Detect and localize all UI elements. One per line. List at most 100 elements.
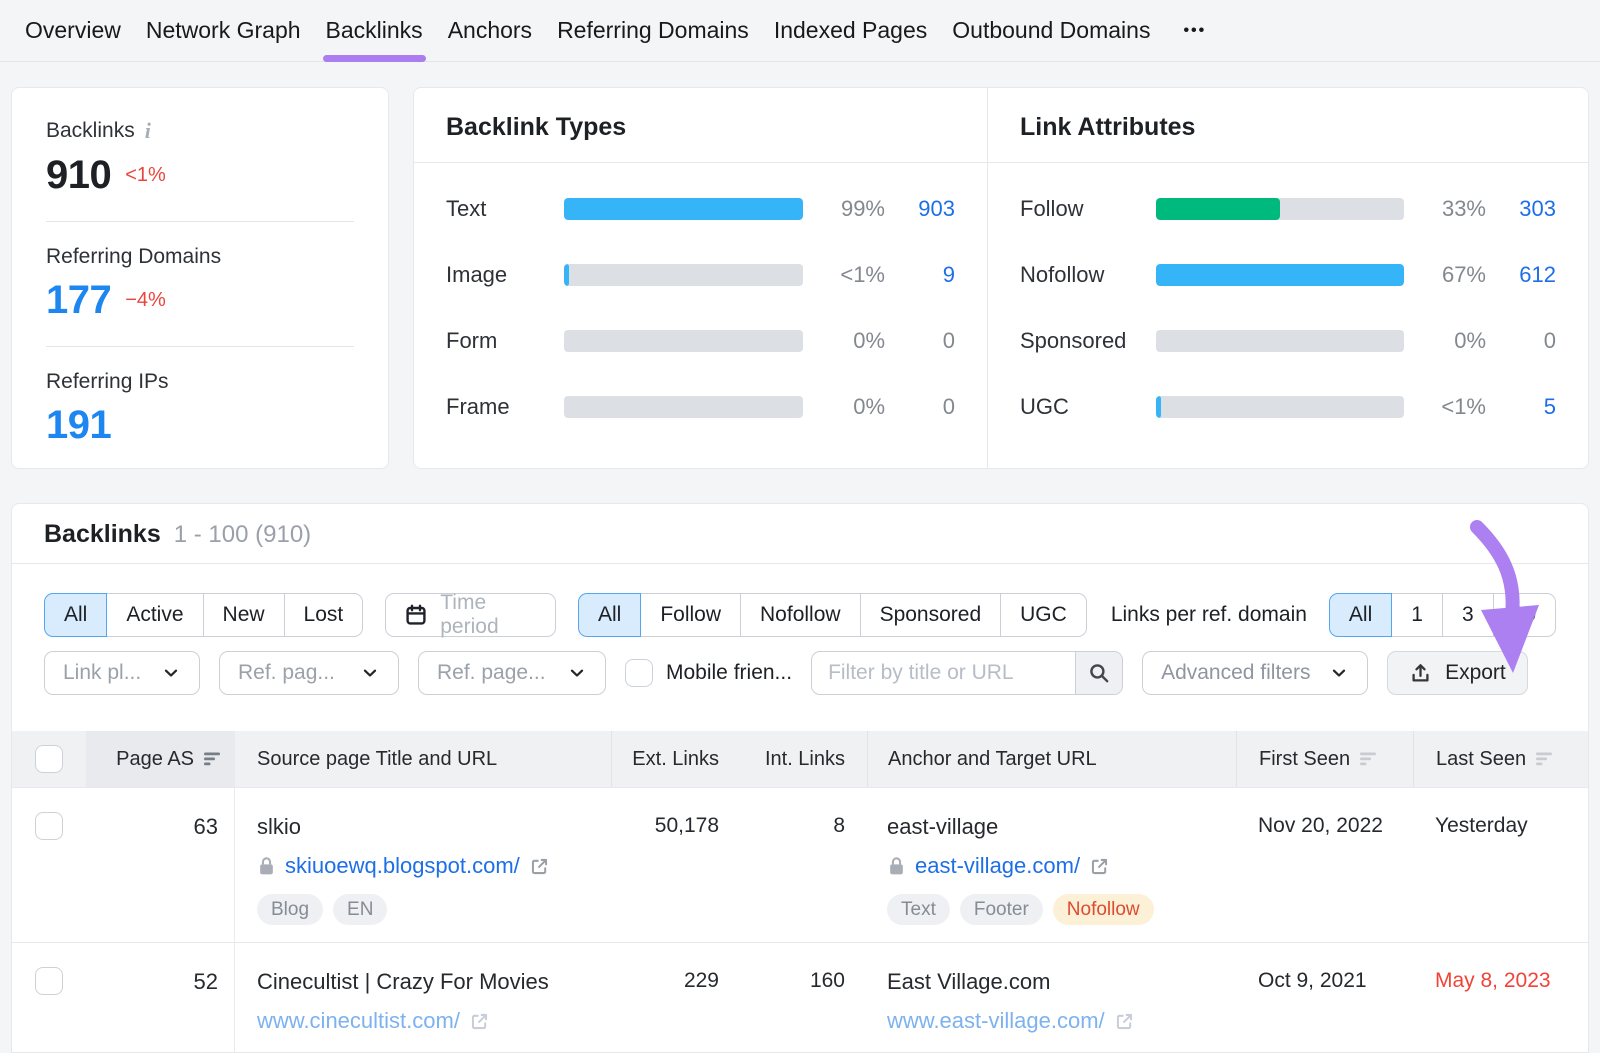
attribute-filter-nofollow[interactable]: Nofollow: [740, 593, 861, 637]
column-header-ext-links: Ext. Links: [611, 731, 727, 787]
bar-label: Follow: [1020, 196, 1084, 221]
link-attributes-panel: Link Attributes Follow 33% 303 Nofollow …: [988, 88, 1588, 468]
source-cell: slkio skiuoewq.blogspot.com/ Bl: [235, 788, 611, 942]
tab-backlinks[interactable]: Backlinks: [322, 0, 426, 62]
bar-track: [564, 264, 803, 286]
status-filter-all[interactable]: All: [44, 593, 108, 637]
advanced-filters-dropdown[interactable]: Advanced filters: [1142, 651, 1369, 695]
search-button[interactable]: [1075, 652, 1123, 694]
attribute-filter-ugc[interactable]: UGC: [1000, 593, 1087, 637]
calendar-icon: [404, 603, 428, 627]
link-attr-row-sponsored: Sponsored 0% 0: [1020, 328, 1556, 354]
tab-indexed-pages[interactable]: Indexed Pages: [773, 17, 928, 43]
status-filter-lost[interactable]: Lost: [283, 593, 364, 637]
ext-links-cell: 50,178: [654, 814, 719, 837]
status-filter-active[interactable]: Active: [106, 593, 204, 637]
ref-page-dropdown-2[interactable]: Ref. page...: [418, 651, 606, 695]
attribute-filter-follow[interactable]: Follow: [640, 593, 742, 637]
mobile-friendly-filter[interactable]: Mobile frien...: [625, 659, 792, 687]
source-url-link[interactable]: www.cinecultist.com/: [257, 1008, 460, 1033]
referring-domains-label-text: Referring Domains: [46, 245, 222, 268]
attribute-filter-all[interactable]: All: [577, 593, 642, 637]
links-per-domain-all[interactable]: All: [1328, 593, 1393, 637]
source-title: slkio: [257, 814, 302, 839]
time-period-button[interactable]: Time period: [385, 591, 556, 638]
column-header-page-as[interactable]: Page AS: [86, 731, 235, 787]
tab-referring-domains[interactable]: Referring Domains: [557, 17, 749, 43]
row-select-cell: [12, 788, 86, 942]
column-header-source: Source page Title and URL: [235, 731, 611, 787]
lock-icon: [257, 855, 276, 877]
title-url-filter: [811, 651, 1124, 695]
bar-percent: 99%: [840, 196, 885, 221]
link-attr-row-ugc: UGC <1% 5: [1020, 394, 1556, 420]
int-links-cell: 8: [833, 814, 845, 837]
bar-count-link[interactable]: 303: [1519, 196, 1556, 221]
bar-count: 0: [942, 328, 955, 353]
referring-ips-count[interactable]: 191: [46, 403, 112, 447]
row-select-cell: [12, 943, 86, 1052]
tab-network-graph[interactable]: Network Graph: [145, 17, 301, 43]
column-header-last-seen[interactable]: Last Seen: [1413, 731, 1588, 787]
referring-ips-metric-label: Referring IPs: [46, 370, 354, 394]
table-row: 63 slkio skiuoewq.blogspot.com/: [12, 787, 1588, 942]
table-row: 52 Cinecultist | Crazy For Movies www.ci…: [12, 942, 1588, 1052]
search-input[interactable]: [812, 652, 1076, 694]
column-label: Anchor and Target URL: [888, 747, 1097, 770]
referring-domains-metric-label: Referring Domains: [46, 245, 354, 269]
sort-icon: [1536, 752, 1553, 766]
bar-label: Image: [446, 262, 508, 287]
referring-domains-count[interactable]: 177: [46, 278, 112, 322]
bar-fill: [1156, 198, 1280, 220]
source-url-link[interactable]: skiuoewq.blogspot.com/: [285, 853, 520, 878]
row-checkbox[interactable]: [35, 967, 63, 995]
export-icon: [1409, 662, 1432, 685]
tab-overview[interactable]: Overview: [25, 17, 121, 43]
last-seen-cell: Yesterday: [1435, 814, 1528, 837]
attribute-filter-sponsored[interactable]: Sponsored: [859, 593, 1002, 637]
search-icon: [1087, 661, 1111, 685]
link-placement-dropdown[interactable]: Link pl...: [44, 651, 200, 695]
external-link-icon[interactable]: [529, 856, 550, 877]
ref-page-label-1: Ref. pag...: [238, 661, 335, 684]
backlinks-table-card: Backlinks 1 - 100 (910) All Active New L…: [11, 503, 1589, 1053]
links-per-domain-10[interactable]: 10: [1492, 593, 1556, 637]
links-per-domain-3[interactable]: 3: [1441, 593, 1494, 637]
link-attr-row-nofollow: Nofollow 67% 612: [1020, 262, 1556, 288]
bar-count-link[interactable]: 9: [942, 262, 955, 287]
select-all-checkbox[interactable]: [35, 745, 63, 773]
distribution-card: Backlink Types Text 99% 903 Image <1% 9 …: [413, 87, 1589, 469]
bar-count-link[interactable]: 612: [1519, 262, 1556, 287]
info-icon[interactable]: i: [144, 118, 151, 143]
export-button[interactable]: Export: [1387, 651, 1528, 695]
bar-count-link[interactable]: 903: [918, 196, 955, 221]
links-per-domain-1[interactable]: 1: [1391, 593, 1443, 637]
bar-label: Text: [446, 196, 487, 221]
status-filter-new[interactable]: New: [202, 593, 285, 637]
first-seen-cell: Oct 9, 2021: [1258, 969, 1367, 992]
target-url-link[interactable]: www.east-village.com/: [887, 1008, 1105, 1033]
tab-outbound-domains[interactable]: Outbound Domains: [952, 17, 1151, 43]
target-url-link[interactable]: east-village.com/: [915, 853, 1081, 878]
backlink-types-panel: Backlink Types Text 99% 903 Image <1% 9 …: [414, 88, 988, 468]
bar-fill: [564, 198, 803, 220]
bar-track: [1156, 396, 1404, 418]
bar-count: 0: [1543, 328, 1556, 353]
page-as-cell: 63: [86, 788, 235, 942]
external-link-icon[interactable]: [469, 1011, 490, 1032]
row-checkbox[interactable]: [35, 812, 63, 840]
external-link-icon[interactable]: [1114, 1011, 1135, 1032]
advanced-filters-label: Advanced filters: [1161, 661, 1311, 684]
column-header-first-seen[interactable]: First Seen: [1236, 731, 1413, 787]
tab-anchors[interactable]: Anchors: [447, 17, 533, 43]
more-tabs-ellipsis-icon[interactable]: •••: [1183, 21, 1207, 39]
bar-track: [564, 198, 803, 220]
links-per-domain-label: Links per ref. domain: [1110, 603, 1307, 626]
result-range: 1 - 100 (910): [173, 521, 312, 548]
bar-percent: <1%: [840, 262, 885, 287]
last-seen-cell: May 8, 2023: [1435, 969, 1551, 992]
mobile-friendly-checkbox[interactable]: [625, 659, 653, 687]
ref-page-dropdown-1[interactable]: Ref. pag...: [219, 651, 399, 695]
bar-count-link[interactable]: 5: [1543, 394, 1556, 419]
external-link-icon[interactable]: [1089, 856, 1110, 877]
